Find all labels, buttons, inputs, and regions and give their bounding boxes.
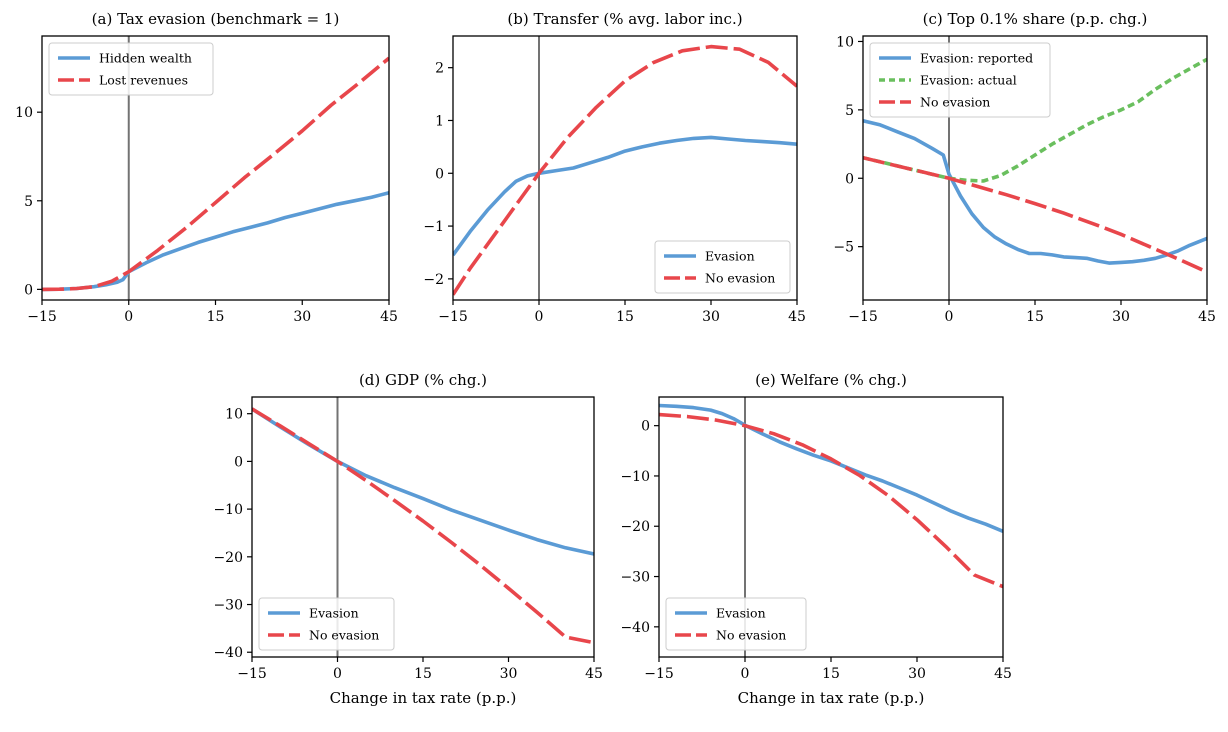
x-tick-label: −15 bbox=[237, 666, 267, 682]
legend-label: Evasion: actual bbox=[920, 73, 1017, 88]
y-tick-label: −1 bbox=[423, 219, 444, 235]
legend-label: Evasion bbox=[309, 606, 359, 621]
x-tick-label: 30 bbox=[293, 309, 311, 325]
legend-label: Evasion: reported bbox=[920, 51, 1033, 66]
series-line-lost-revenues bbox=[42, 56, 389, 292]
legend: Evasion No evasion bbox=[665, 597, 807, 651]
legend-label: No evasion bbox=[920, 95, 990, 110]
y-tick-label: −30 bbox=[620, 570, 650, 586]
y-tick-label: 1 bbox=[435, 113, 444, 129]
series-line-evasion bbox=[659, 403, 1003, 533]
y-tick-label: 0 bbox=[641, 419, 650, 435]
panel-a: −15 0 15 30 45 0 5 10 (a) Tax evasion (benchmark… bbox=[15, 10, 398, 325]
legend-box bbox=[654, 240, 791, 294]
legend: Hidden wealth Lost revenues bbox=[48, 42, 214, 96]
legend-label: No evasion bbox=[705, 271, 775, 286]
y-tick-label: −10 bbox=[620, 469, 650, 485]
x-tick-label: −15 bbox=[27, 309, 57, 325]
y-tick-label: 0 bbox=[845, 171, 854, 187]
y-tick-label: −5 bbox=[833, 240, 854, 256]
x-axis-label: Change in tax rate (p.p.) bbox=[738, 689, 925, 707]
legend: Evasion No evasion bbox=[654, 240, 791, 294]
x-tick-label: 45 bbox=[788, 309, 806, 325]
y-tick-label: −20 bbox=[213, 550, 243, 566]
legend-box bbox=[258, 597, 395, 651]
panel-title: (d) GDP (% chg.) bbox=[359, 371, 487, 389]
series-line-evasion-reported bbox=[863, 119, 1207, 265]
y-tick-label: 10 bbox=[15, 105, 33, 121]
legend-label: No evasion bbox=[716, 628, 786, 643]
x-tick-label: 0 bbox=[945, 309, 954, 325]
x-tick-label: 0 bbox=[124, 309, 133, 325]
series-line-hidden-wealth bbox=[42, 191, 389, 292]
x-tick-label: 15 bbox=[414, 666, 432, 682]
y-tick-label: 5 bbox=[845, 103, 854, 119]
x-tick-label: 30 bbox=[500, 666, 518, 682]
x-tick-label: −15 bbox=[438, 309, 468, 325]
series-line-no-evasion bbox=[453, 44, 797, 296]
panel-c: −15 0 15 30 45 −5 0 5 10 (c) Top 0.1% share (p.p.… bbox=[833, 10, 1216, 325]
y-tick-label: −40 bbox=[620, 620, 650, 636]
panel-title: (e) Welfare (% chg.) bbox=[755, 371, 907, 389]
series-line-no-evasion bbox=[659, 412, 1003, 589]
legend-label: No evasion bbox=[309, 628, 379, 643]
y-tick-label: −2 bbox=[423, 272, 444, 288]
panel-title: (b) Transfer (% avg. labor inc.) bbox=[507, 10, 742, 28]
series-line-evasion bbox=[252, 407, 594, 556]
y-tick-label: 10 bbox=[225, 407, 243, 423]
y-tick-label: 5 bbox=[24, 194, 33, 210]
y-tick-label: 0 bbox=[435, 166, 444, 182]
x-tick-label: 0 bbox=[741, 666, 750, 682]
legend: Evasion No evasion bbox=[258, 597, 395, 651]
y-tick-label: 2 bbox=[435, 61, 444, 77]
x-tick-label: −15 bbox=[848, 309, 878, 325]
y-tick-label: −30 bbox=[213, 598, 243, 614]
legend: Evasion: reported Evasion: actual No evasi… bbox=[869, 42, 1051, 118]
x-tick-label: 15 bbox=[616, 309, 634, 325]
y-tick-label: −20 bbox=[620, 519, 650, 535]
series-line-no-evasion bbox=[863, 155, 1207, 274]
panel-b: −15 0 15 30 45 −2 −1 0 1 2 (b) Transfer (% avg. la… bbox=[423, 10, 806, 325]
legend-box bbox=[665, 597, 807, 651]
x-tick-label: 15 bbox=[822, 666, 840, 682]
x-tick-label: 15 bbox=[1026, 309, 1044, 325]
y-tick-label: 0 bbox=[234, 454, 243, 470]
panel-title: (c) Top 0.1% share (p.p. chg.) bbox=[923, 10, 1148, 28]
y-tick-label: −40 bbox=[213, 645, 243, 661]
x-axis-label: Change in tax rate (p.p.) bbox=[330, 689, 517, 707]
x-tick-label: 0 bbox=[535, 309, 544, 325]
x-tick-label: −15 bbox=[644, 666, 674, 682]
x-tick-label: 30 bbox=[702, 309, 720, 325]
series-line-evasion bbox=[453, 135, 797, 257]
legend-label: Lost revenues bbox=[99, 73, 188, 88]
y-tick-label: −10 bbox=[213, 502, 243, 518]
panel-e: −15 0 15 30 45 −40 −30 −20 −10 0 (e) Welfare (% ch… bbox=[620, 371, 1011, 707]
x-tick-label: 45 bbox=[1198, 309, 1216, 325]
panel-d: −15 0 15 30 45 −40 −30 −20 −10 0 10 (d) GDP (% chg.… bbox=[213, 371, 602, 707]
y-tick-label: 10 bbox=[836, 34, 854, 50]
x-tick-label: 45 bbox=[994, 666, 1012, 682]
x-tick-label: 30 bbox=[1112, 309, 1130, 325]
legend-label: Evasion bbox=[716, 606, 766, 621]
series-line-no-evasion bbox=[252, 407, 594, 645]
legend-box bbox=[869, 42, 1051, 118]
legend-label: Evasion bbox=[705, 249, 755, 264]
x-tick-label: 45 bbox=[585, 666, 603, 682]
x-tick-label: 45 bbox=[380, 309, 398, 325]
y-tick-label: 0 bbox=[24, 282, 33, 298]
x-tick-label: 15 bbox=[207, 309, 225, 325]
panel-title: (a) Tax evasion (benchmark = 1) bbox=[92, 10, 340, 28]
legend-label: Hidden wealth bbox=[99, 51, 192, 66]
x-tick-label: 30 bbox=[908, 666, 926, 682]
x-tick-label: 0 bbox=[333, 666, 342, 682]
legend-box bbox=[48, 42, 214, 96]
